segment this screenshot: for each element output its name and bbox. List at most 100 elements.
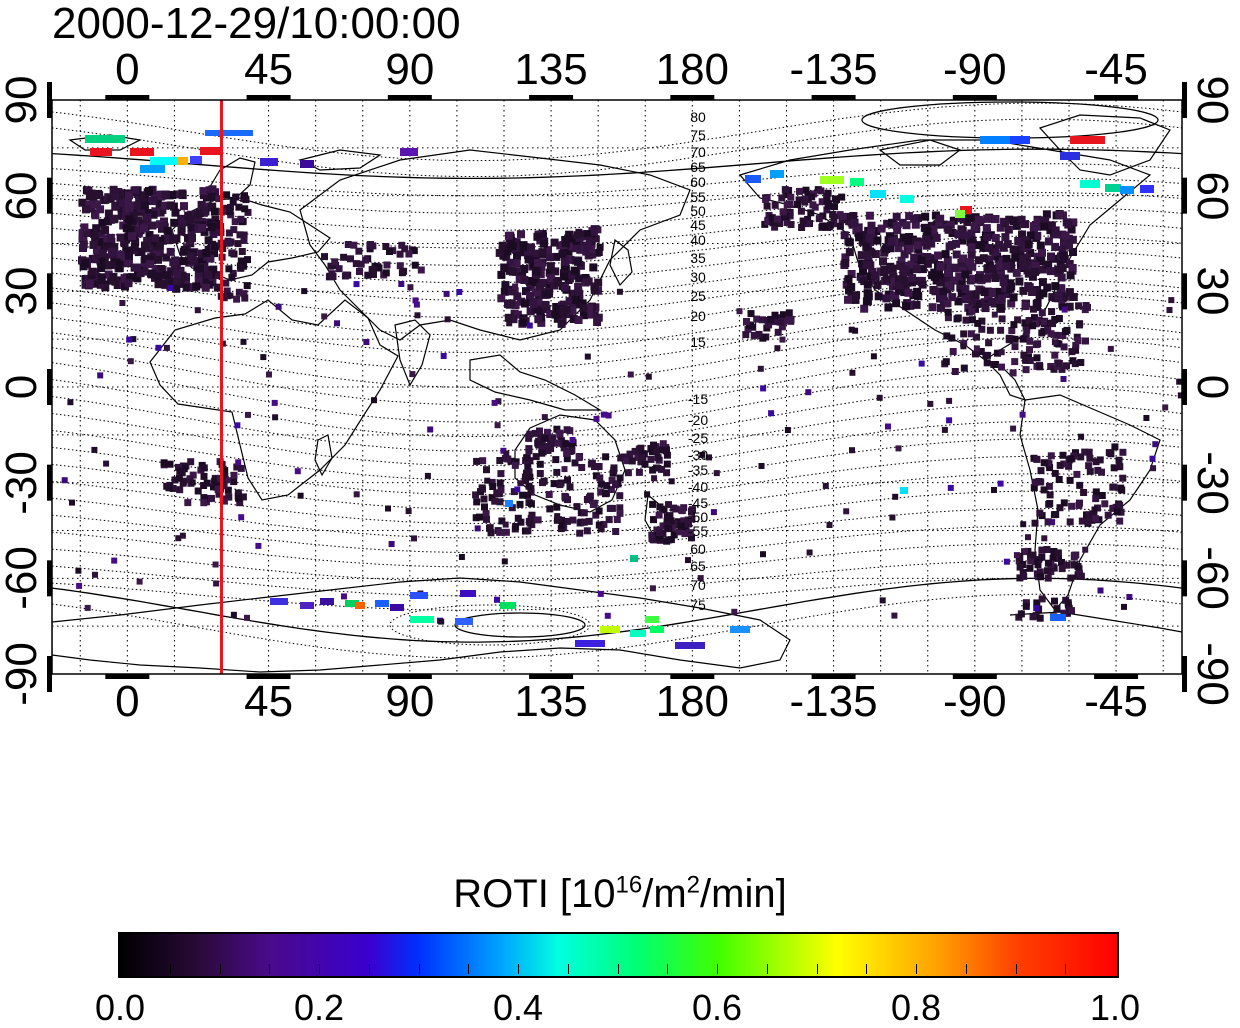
roti-cell — [527, 243, 535, 252]
roti-cell — [123, 196, 132, 205]
roti-cell — [344, 241, 352, 248]
roti-cell — [1076, 321, 1083, 329]
coastline — [149, 299, 399, 501]
roti-cell — [860, 304, 869, 313]
roti-cell — [630, 555, 638, 562]
roti-cell — [552, 456, 560, 464]
roti-cell — [600, 626, 620, 633]
roti-cell — [476, 513, 483, 521]
roti-cell — [185, 218, 194, 227]
roti-cell — [1034, 340, 1042, 348]
roti-cell — [1101, 500, 1109, 508]
south-pole-loop — [389, 604, 591, 646]
roti-cell — [178, 271, 187, 280]
roti-cell — [417, 266, 425, 274]
roti-cell — [648, 535, 656, 543]
roti-cell — [568, 447, 576, 455]
bottom-tick-label: 180 — [655, 677, 730, 726]
roti-cell — [589, 501, 597, 508]
roti-cell — [1053, 605, 1061, 613]
roti-cell — [1055, 210, 1064, 219]
roti-cell — [966, 258, 975, 267]
roti-cell — [1017, 215, 1026, 224]
roti-cell — [551, 267, 560, 276]
roti-cell — [545, 289, 553, 298]
roti-cell — [491, 497, 499, 505]
roti-cell — [977, 348, 985, 355]
roti-cell — [500, 602, 516, 609]
roti-cell — [179, 479, 187, 487]
roti-cell — [546, 274, 555, 283]
colorbar-minor-tick — [518, 964, 519, 974]
roti-cell — [237, 257, 245, 265]
roti-cell — [987, 297, 996, 306]
roti-cell — [189, 479, 196, 486]
roti-cell — [936, 214, 945, 223]
roti-cell — [776, 318, 784, 326]
coastline — [609, 238, 633, 287]
roti-cell — [1017, 254, 1026, 263]
roti-cell — [563, 246, 572, 255]
roti-cell — [631, 447, 639, 455]
roti-cell — [161, 190, 170, 199]
roti-cell — [83, 228, 92, 237]
roti-cell — [1121, 603, 1127, 610]
roti-cell — [849, 212, 858, 220]
roti-cell — [956, 214, 965, 223]
roti-cell — [106, 194, 115, 203]
roti-cell — [889, 514, 896, 521]
roti-cell — [482, 510, 490, 518]
roti-cell — [176, 486, 184, 494]
roti-cell — [824, 202, 832, 210]
colorbar-minor-tick — [418, 964, 420, 974]
roti-cell — [513, 251, 521, 260]
roti-cell — [650, 441, 657, 449]
roti-cell — [972, 300, 981, 309]
roti-cell — [1109, 483, 1117, 491]
roti-cell — [571, 235, 580, 244]
south-pole-loop-inner — [454, 612, 586, 638]
roti-cell — [525, 447, 533, 455]
roti-cell — [116, 233, 125, 242]
roti-cell — [626, 450, 634, 458]
roti-cell — [440, 353, 447, 359]
roti-cell — [225, 229, 233, 237]
roti-cell — [1067, 225, 1076, 234]
roti-cell — [596, 474, 604, 482]
roti-cell — [794, 200, 801, 208]
roti-cell — [200, 464, 208, 472]
roti-cell — [396, 262, 404, 270]
roti-cell — [130, 148, 154, 156]
roti-cell — [95, 191, 104, 200]
roti-cell — [681, 530, 689, 538]
roti-cell — [491, 399, 498, 406]
roti-cell — [1033, 455, 1041, 463]
roti-cell — [1031, 261, 1040, 270]
roti-cell — [1063, 561, 1071, 569]
roti-cell — [858, 259, 867, 268]
roti-cell — [892, 299, 901, 308]
roti-cell — [1028, 272, 1037, 281]
roti-cell — [130, 243, 139, 252]
roti-cell — [188, 233, 196, 242]
roti-cell — [1033, 231, 1042, 240]
map-title: 2000-12-29/10:00:00 — [52, 0, 461, 48]
roti-cell — [945, 281, 953, 290]
roti-cell — [554, 516, 562, 524]
roti-cell — [582, 248, 590, 256]
roti-cell — [537, 434, 545, 442]
roti-cell — [967, 229, 976, 238]
roti-cell — [213, 271, 222, 280]
roti-cell — [92, 272, 101, 281]
roti-cell — [857, 251, 866, 260]
roti-cell — [1026, 357, 1034, 364]
roti-cell — [127, 358, 134, 365]
roti-cell — [155, 344, 162, 351]
frame-tick-bars — [47, 82, 1187, 692]
roti-cell — [524, 491, 532, 499]
roti-cell — [164, 235, 173, 244]
roti-cell — [172, 284, 181, 293]
roti-cell — [997, 271, 1005, 280]
frame-tick-bar — [811, 95, 856, 100]
roti-cell — [955, 210, 965, 218]
